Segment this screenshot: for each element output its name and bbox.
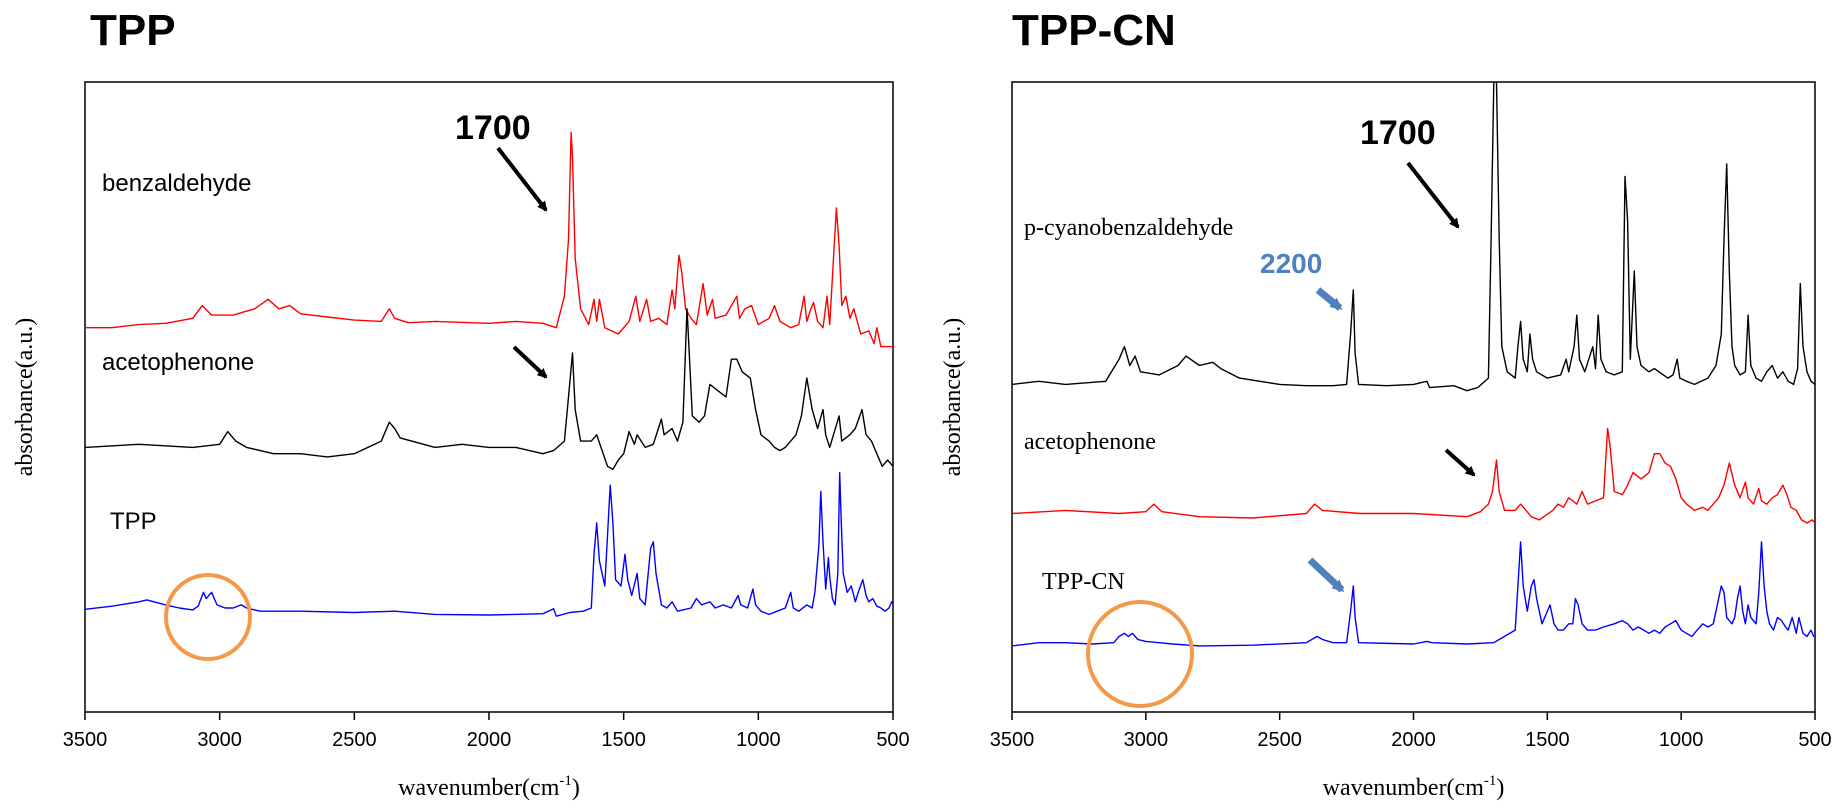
x-tick-label: 2000 bbox=[467, 729, 512, 751]
x-axis-label: wavenumber(cm-1) bbox=[1323, 773, 1505, 801]
x-tick-label: 1500 bbox=[601, 729, 646, 751]
highlight-circle bbox=[164, 573, 252, 661]
series-label: acetophenone bbox=[1024, 429, 1156, 455]
plot-frame bbox=[1011, 81, 1816, 713]
annotation-label: 2200 bbox=[1260, 248, 1322, 279]
series-line-benzaldehyde bbox=[85, 131, 893, 348]
x-tick-label: 500 bbox=[876, 729, 909, 751]
x-tick-label: 3000 bbox=[197, 729, 242, 751]
annotation-arrow bbox=[1406, 161, 1460, 229]
chart-title-tpp-cn: TPP-CN bbox=[1012, 6, 1176, 55]
x-tick-label: 3500 bbox=[63, 729, 108, 751]
annotation-arrow bbox=[1444, 448, 1476, 477]
series-label: benzaldehyde bbox=[102, 170, 251, 197]
series-line-tpp bbox=[85, 471, 893, 617]
x-tick-label: 2500 bbox=[332, 729, 377, 751]
x-tick-label: 3500 bbox=[990, 729, 1035, 751]
x-axis-label: wavenumber(cm-1) bbox=[398, 773, 580, 801]
x-tick-label: 3000 bbox=[1124, 729, 1169, 751]
x-tick-label: 2500 bbox=[1257, 729, 1302, 751]
annotation-arrow bbox=[512, 345, 548, 379]
series-line-p-cyanobenzaldehyde bbox=[1012, 82, 1815, 392]
x-tick-label: 2000 bbox=[1391, 729, 1436, 751]
series-line-acetophenone bbox=[85, 308, 893, 471]
series-label: acetophenone bbox=[102, 349, 254, 376]
chart-panel-tpp: 3500 3000 2500 2000 1500 1000 500 wavenumber(cm… bbox=[12, 81, 910, 801]
y-axis-label: absorbance(a.u.) bbox=[12, 318, 38, 477]
highlight-circle bbox=[1086, 600, 1194, 708]
annotation-arrow bbox=[1307, 557, 1345, 593]
annotation-label: 1700 bbox=[455, 109, 531, 147]
series-line-acetophenone bbox=[1012, 427, 1815, 524]
x-tick-label: 500 bbox=[1798, 729, 1831, 751]
x-tick-label: 1000 bbox=[736, 729, 781, 751]
annotation-arrow bbox=[1315, 287, 1343, 311]
series-label: TPP bbox=[110, 508, 157, 535]
series-line-tpp-cn bbox=[1012, 541, 1815, 647]
x-tick-label: 1000 bbox=[1659, 729, 1704, 751]
x-tick-label: 1500 bbox=[1525, 729, 1570, 751]
y-axis-label: absorbance(a.u.) bbox=[940, 318, 966, 477]
chart-panel-tpp-cn: 3500 3000 2500 2000 1500 1000 500 wavenumber(cm… bbox=[940, 81, 1832, 801]
annotation-arrow bbox=[496, 146, 548, 212]
annotation-label: 1700 bbox=[1360, 114, 1436, 152]
series-label: p-cyanobenzaldehyde bbox=[1024, 215, 1233, 241]
chart-title-tpp: TPP bbox=[90, 6, 176, 55]
series-label: TPP-CN bbox=[1042, 569, 1125, 595]
